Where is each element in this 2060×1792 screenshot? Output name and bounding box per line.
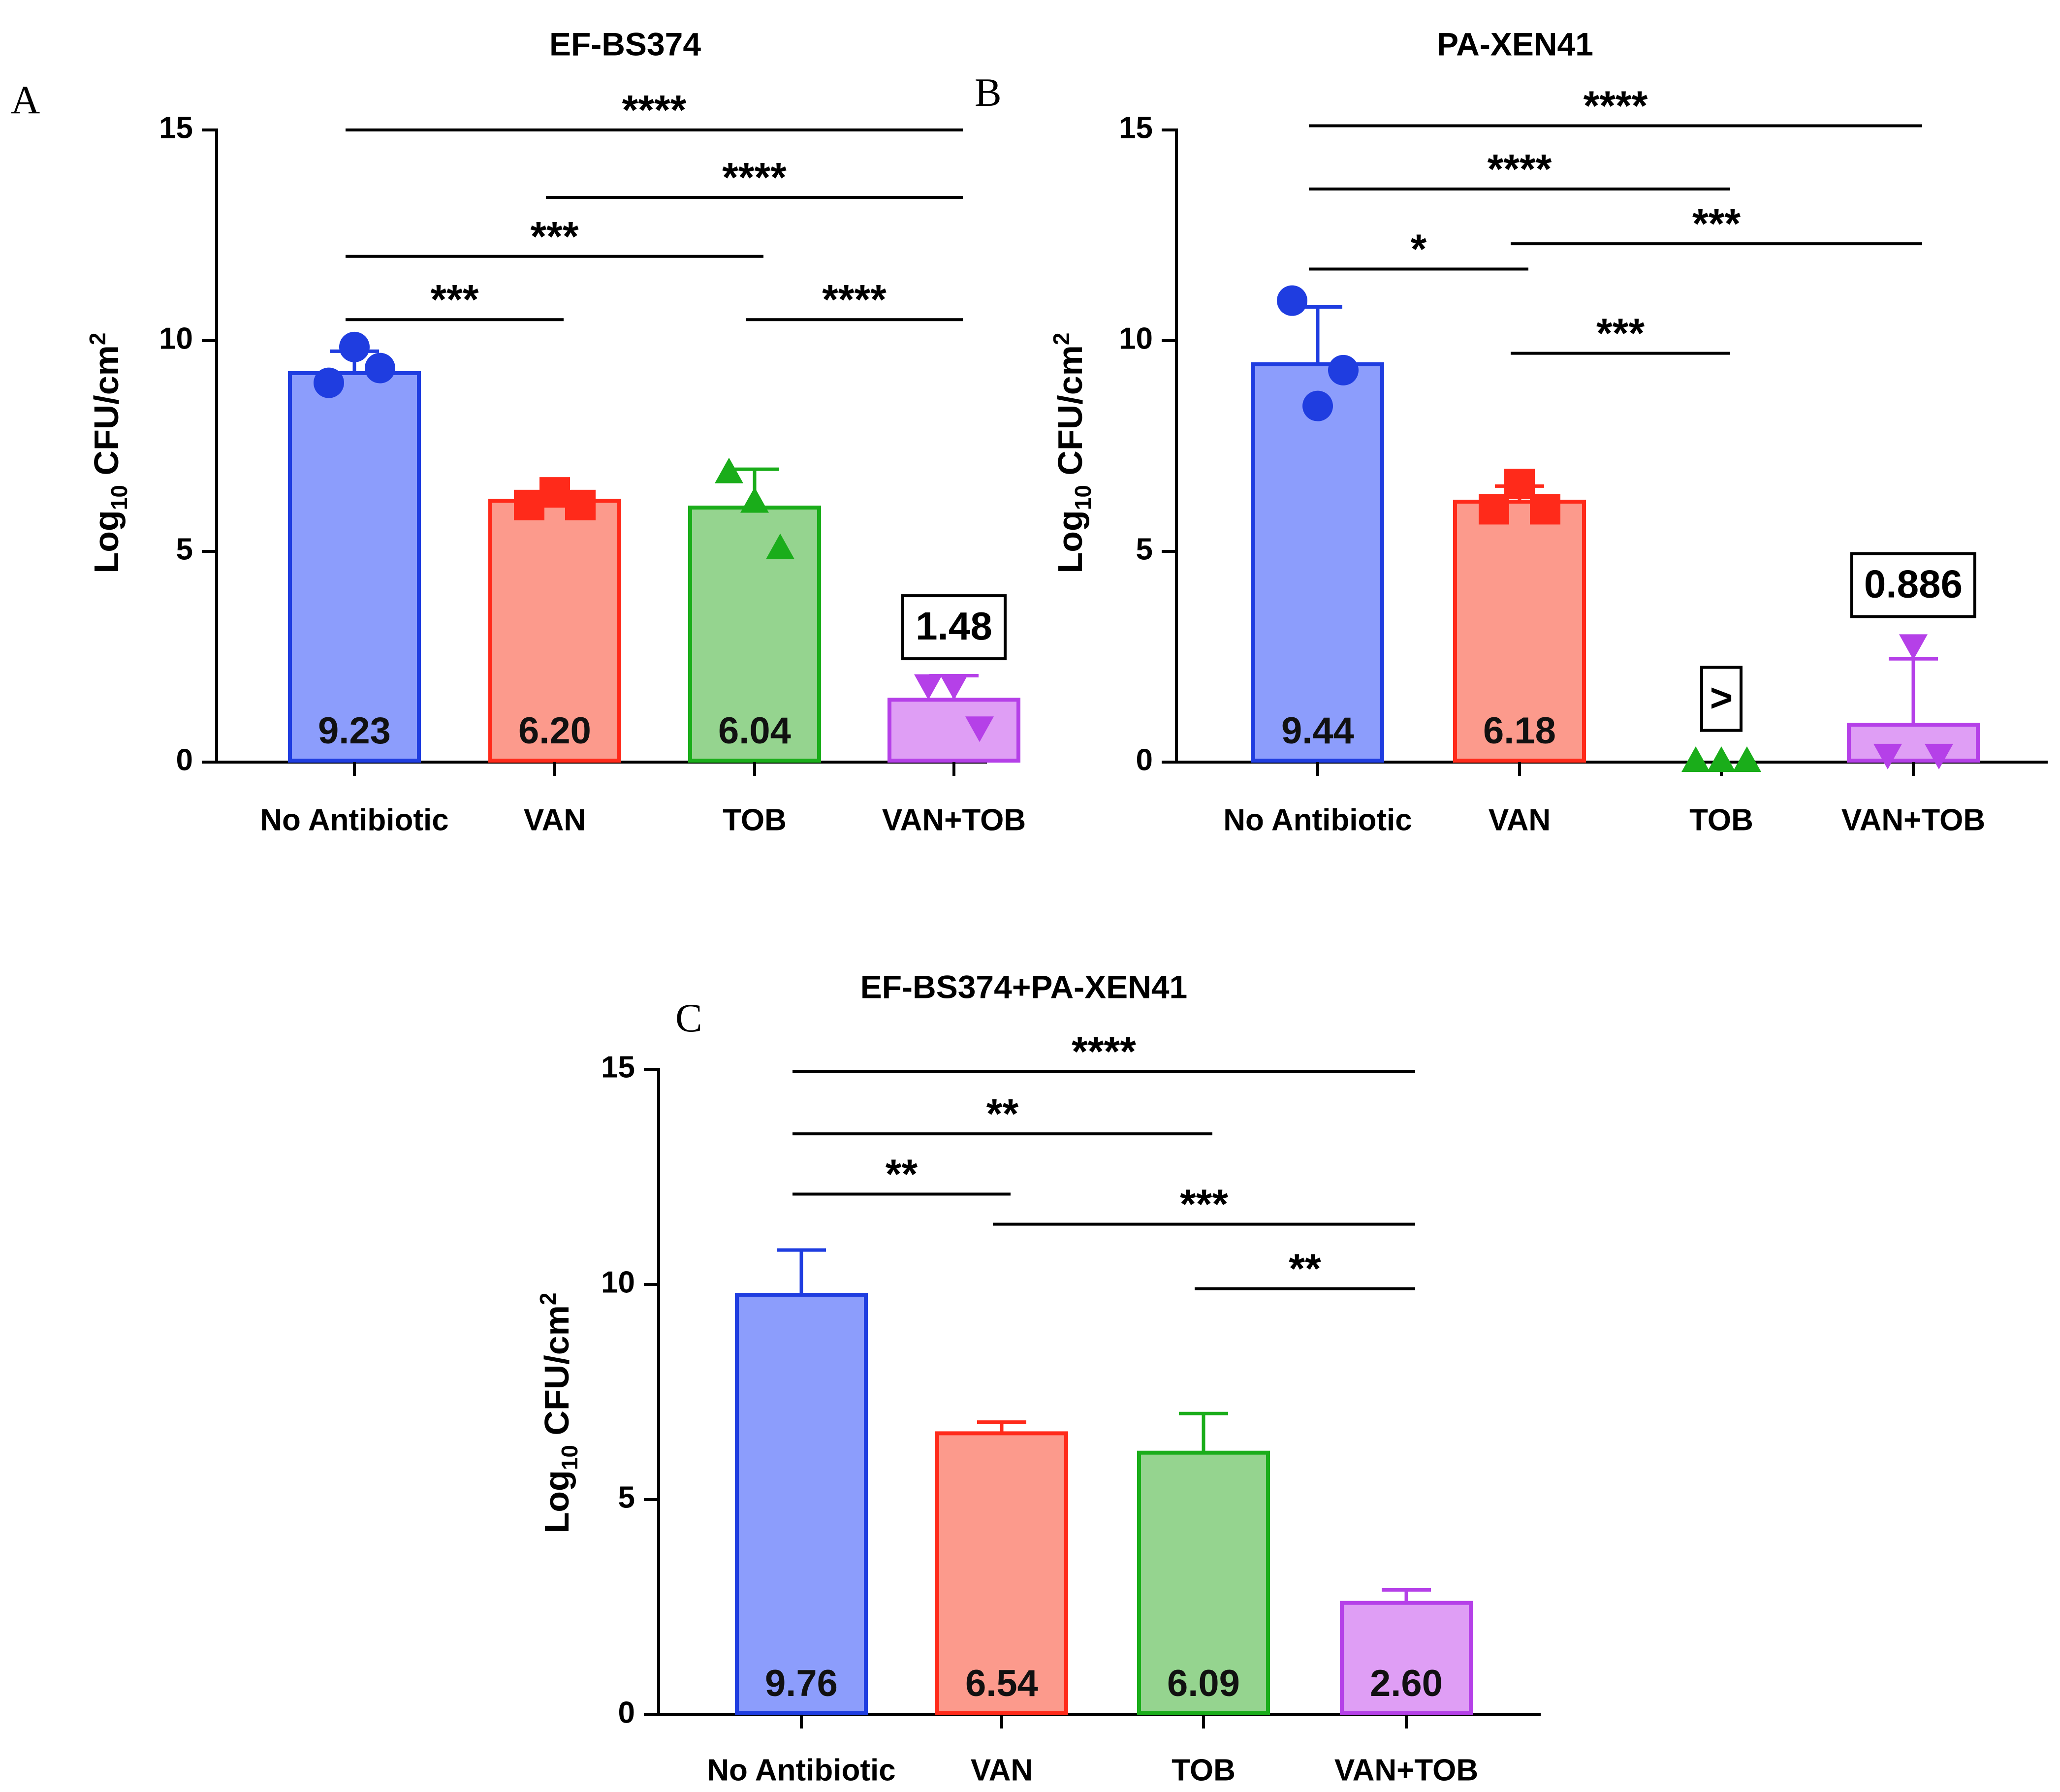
- panel-a-y-axis-label: Log10 CFU/cm2: [85, 333, 132, 574]
- panel-c-value-label-1: 6.54: [965, 1663, 1038, 1704]
- panel-c-value-label-0: 9.76: [765, 1663, 838, 1704]
- panel-b-y-tick-label: 0: [1136, 743, 1153, 777]
- panel-c-value-label-3: 2.60: [1370, 1663, 1443, 1704]
- panel-a-point-2-0: [715, 457, 743, 483]
- panel-c-bar-0: [735, 1292, 868, 1716]
- panel-c-y-tick-label: 5: [618, 1480, 635, 1514]
- panel-b-bar-3: [1847, 723, 1980, 763]
- panel-a-significance-label-0: ****: [622, 87, 687, 133]
- panel-c-bar-1: [935, 1431, 1068, 1716]
- panel-b-bar-1: [1453, 499, 1586, 763]
- panel-b-significance-label-1: ****: [1488, 146, 1552, 192]
- panel-a-y-tick-label: 15: [159, 111, 193, 145]
- panel-b-annotation-box-0: [1700, 666, 1743, 732]
- panel-a-significance-label-3: ***: [430, 276, 478, 322]
- panel-b-point-1-1: [1504, 469, 1535, 500]
- panel-b-point-0-0: [1277, 285, 1307, 316]
- panel-b-point-2-1: [1707, 746, 1736, 772]
- panel-b-letter: B: [975, 70, 1002, 115]
- panel-b-y-tick-label: 5: [1136, 532, 1153, 566]
- panel-a-point-0-2: [365, 352, 395, 384]
- panel-c-y-tick-label: 10: [601, 1265, 635, 1299]
- panel-a-annotation-box-0: [901, 594, 1007, 661]
- panel-c-y-axis-label: Log10 CFU/cm2: [535, 1293, 582, 1534]
- panel-c-x-tick-label: VAN+TOB: [1334, 1753, 1478, 1787]
- panel-b-y-tick-label: 10: [1119, 321, 1153, 355]
- panel-a-significance-label-2: ***: [530, 213, 578, 259]
- panel-c-letter: C: [675, 995, 702, 1040]
- panel-b-y-axis-label: Log10 CFU/cm2: [1048, 333, 1096, 574]
- panel-a-bar-0: [288, 371, 421, 763]
- panel-a-annotation-text-0: 1.48: [916, 604, 992, 648]
- panel-b-chart: PA-XEN41 B Log10 CFU/cm2 0 5 10 15 No Antibioti…: [975, 26, 2048, 837]
- panel-b-point-3-0: [1873, 743, 1902, 769]
- panel-c-y-tick-label: 15: [601, 1050, 635, 1084]
- panel-a-value-label-0: 9.23: [318, 710, 391, 752]
- panel-a-point-1-0: [514, 489, 544, 520]
- panel-a-value-label-1: 6.20: [518, 710, 591, 752]
- panel-b-bar-0: [1251, 362, 1384, 763]
- panel-a-point-3-0: [914, 674, 943, 700]
- panel-a-significance-label-4: ****: [822, 276, 887, 322]
- panel-b-point-2-2: [1733, 746, 1761, 772]
- panel-a-bar-3: [887, 698, 1020, 763]
- panel-b-x-tick-label: TOB: [1689, 803, 1753, 837]
- panel-a-point-2-2: [766, 533, 794, 559]
- panel-b-x-tick-label: VAN: [1489, 803, 1551, 837]
- panel-b-annotation-box-1: [1850, 552, 1976, 618]
- panel-b-value-label-0: 9.44: [1281, 710, 1354, 752]
- panel-a-x-tick-label: VAN+TOB: [882, 803, 1026, 837]
- panel-a-chart: EF-BS374 A Log10 CFU/cm2 0 5 10 15 No Antibioti…: [11, 26, 1026, 837]
- panel-b-point-2-0: [1681, 746, 1710, 772]
- panel-b-title: PA-XEN41: [1437, 26, 1593, 62]
- panel-c-x-tick-label: TOB: [1172, 1753, 1236, 1787]
- panel-a-point-1-2: [565, 489, 596, 520]
- panel-a-point-0-0: [314, 367, 344, 398]
- panel-b-value-label-1: 6.18: [1483, 710, 1556, 752]
- panel-c-value-label-2: 6.09: [1167, 1663, 1240, 1704]
- panel-b-point-1-2: [1530, 494, 1560, 525]
- panel-c-significance-label-3: ***: [1180, 1181, 1228, 1227]
- panel-b-x-tick-label: No Antibiotic: [1223, 803, 1412, 837]
- panel-a-point-1-1: [539, 477, 570, 508]
- panel-c-significance-label-2: **: [886, 1151, 918, 1197]
- panel-a-point-3-2: [965, 716, 994, 742]
- panel-c-title: EF-BS374+PA-XEN41: [860, 968, 1188, 1005]
- panel-b-significance-label-2: *: [1411, 225, 1427, 272]
- panel-a-y-tick-label: 0: [176, 743, 193, 777]
- panel-c-bar-2: [1137, 1450, 1270, 1715]
- panel-a-significance-label-1: ****: [722, 154, 787, 200]
- panel-b-annotation-text-1: 0.886: [1864, 562, 1963, 606]
- panel-c-x-tick-label: VAN: [971, 1753, 1033, 1787]
- panel-c-x-tick-label: No Antibiotic: [707, 1753, 895, 1787]
- panel-b-point-1-0: [1479, 494, 1509, 525]
- panel-a-value-label-2: 6.04: [718, 710, 791, 752]
- panel-b-y-tick-label: 15: [1119, 111, 1153, 145]
- panel-b-x-tick-label: VAN+TOB: [1841, 803, 1985, 837]
- panel-b-point-0-1: [1302, 390, 1333, 421]
- panel-a-y-tick-label: 10: [159, 321, 193, 355]
- panel-a-y-tick-label: 5: [176, 532, 193, 566]
- panel-a-point-3-1: [940, 674, 968, 700]
- panel-b-point-3-1: [1899, 634, 1928, 660]
- panel-a-letter: A: [11, 77, 40, 122]
- panel-b-point-0-2: [1328, 354, 1359, 385]
- panel-a-point-2-1: [740, 487, 769, 513]
- panel-a-x-tick-label: No Antibiotic: [260, 803, 448, 837]
- panel-b-significance-label-0: ****: [1584, 82, 1648, 128]
- panel-b-significance-label-3: ***: [1692, 200, 1741, 247]
- panel-a-point-0-1: [339, 331, 370, 362]
- panel-c-chart: EF-BS374+PA-XEN41 C Log10 CFU/cm2 0 5 10 15 No …: [535, 968, 1541, 1787]
- panel-c-significance-label-0: ****: [1072, 1028, 1136, 1074]
- panel-c-y-tick-label: 0: [618, 1696, 635, 1729]
- panel-b-significance-label-4: ***: [1596, 310, 1645, 356]
- panel-b-point-3-2: [1925, 743, 1953, 769]
- panel-c-significance-label-1: **: [986, 1090, 1019, 1137]
- panel-c-significance-label-4: **: [1289, 1246, 1321, 1292]
- panel-a-x-tick-label: VAN: [524, 803, 586, 837]
- panel-a-x-tick-label: TOB: [723, 803, 787, 837]
- panel-a-title: EF-BS374: [549, 26, 701, 62]
- panel-b-annotation-text-0: >: [1710, 676, 1733, 720]
